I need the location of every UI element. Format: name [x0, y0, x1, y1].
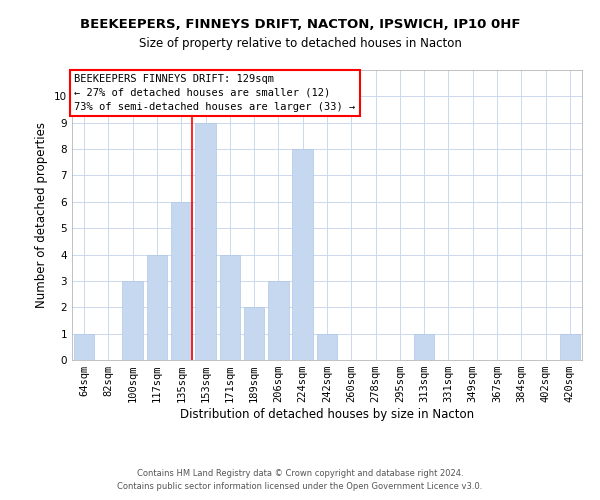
- Bar: [560, 334, 580, 360]
- Bar: [292, 149, 313, 360]
- Text: Size of property relative to detached houses in Nacton: Size of property relative to detached ho…: [139, 38, 461, 51]
- Bar: [74, 334, 94, 360]
- Bar: [317, 334, 337, 360]
- Bar: [122, 281, 143, 360]
- Text: Contains HM Land Registry data © Crown copyright and database right 2024.: Contains HM Land Registry data © Crown c…: [137, 468, 463, 477]
- Bar: [146, 254, 167, 360]
- Text: BEEKEEPERS, FINNEYS DRIFT, NACTON, IPSWICH, IP10 0HF: BEEKEEPERS, FINNEYS DRIFT, NACTON, IPSWI…: [80, 18, 520, 30]
- Bar: [220, 254, 240, 360]
- X-axis label: Distribution of detached houses by size in Nacton: Distribution of detached houses by size …: [180, 408, 474, 421]
- Bar: [195, 122, 216, 360]
- Y-axis label: Number of detached properties: Number of detached properties: [35, 122, 49, 308]
- Text: BEEKEEPERS FINNEYS DRIFT: 129sqm
← 27% of detached houses are smaller (12)
73% o: BEEKEEPERS FINNEYS DRIFT: 129sqm ← 27% o…: [74, 74, 356, 112]
- Bar: [244, 308, 265, 360]
- Text: Contains public sector information licensed under the Open Government Licence v3: Contains public sector information licen…: [118, 482, 482, 491]
- Bar: [171, 202, 191, 360]
- Bar: [268, 281, 289, 360]
- Bar: [414, 334, 434, 360]
